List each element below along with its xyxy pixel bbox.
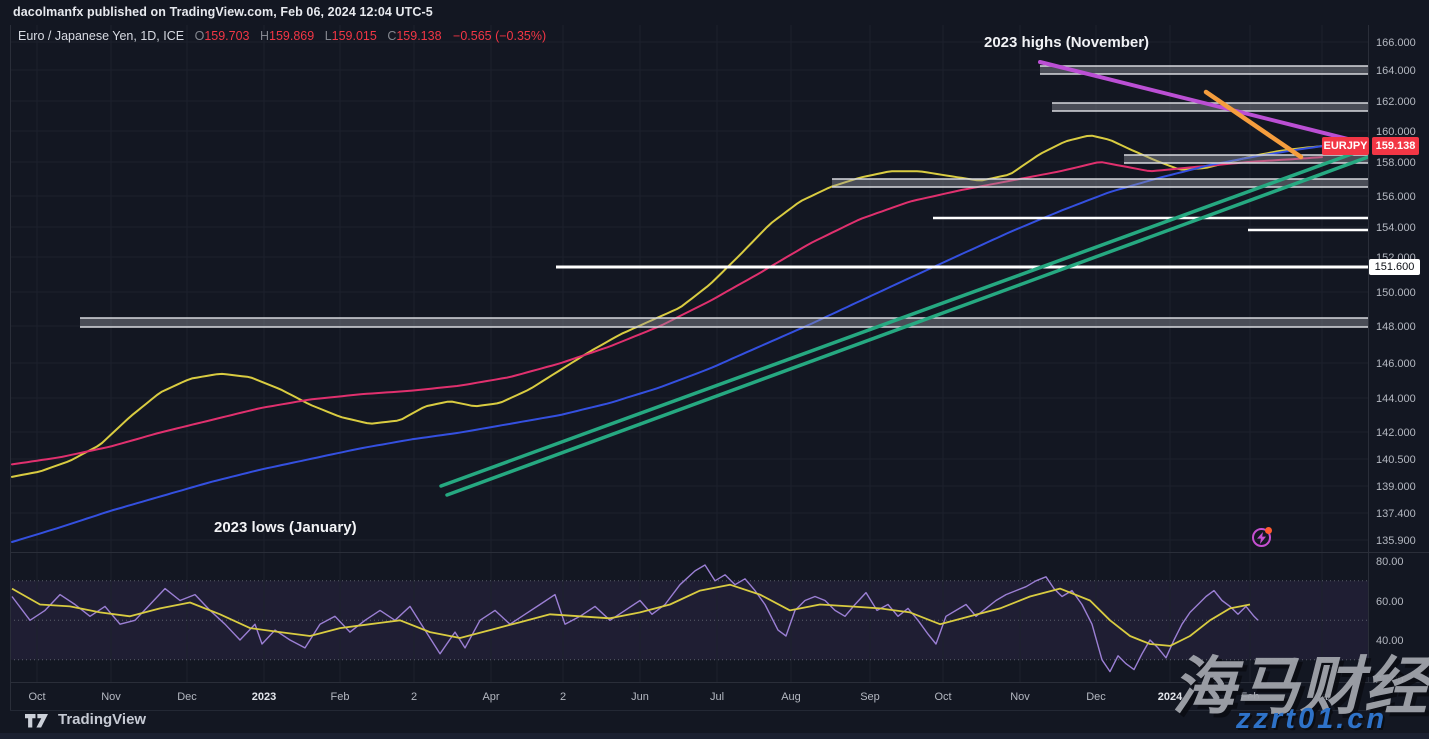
support-157-zone[interactable] <box>832 179 1368 187</box>
time-tick-label: Feb <box>1241 691 1260 703</box>
tradingview-logo-icon[interactable] <box>25 711 50 728</box>
price-tick-label: 150.000 <box>1376 287 1416 299</box>
close-value: 159.138 <box>396 29 442 43</box>
time-tick-label: Feb <box>331 691 350 703</box>
time-tick-label: 2023 <box>252 691 276 703</box>
rsi-band <box>10 580 1368 660</box>
time-tick-label: Oct <box>934 691 951 703</box>
rsi-tick-label: 40.00 <box>1376 635 1404 647</box>
support-148-zone[interactable] <box>80 318 1368 327</box>
notification-dot <box>1265 527 1272 534</box>
resistance-158-zone[interactable] <box>1124 155 1368 163</box>
main-chart-pane[interactable] <box>10 25 1368 552</box>
price-tick-label: 164.000 <box>1376 65 1416 77</box>
footer-branding: TradingView <box>25 711 146 728</box>
price-tick-label: 166.000 <box>1376 37 1416 49</box>
close-label: C <box>387 29 397 43</box>
annotation-2023-lows: 2023 lows (January) <box>214 519 357 536</box>
time-tick-label: 2 <box>560 691 566 703</box>
annotation-2023-highs: 2023 highs (November) <box>984 34 1150 51</box>
ma-crimson-line[interactable] <box>11 156 1323 466</box>
high-value: 159.869 <box>269 29 315 43</box>
lightning-bolt-icon <box>1257 531 1266 544</box>
time-tick-label: Mar <box>1313 691 1332 703</box>
time-tick-label: Apr <box>482 691 499 703</box>
publish-byline: dacolmanfx published on TradingView.com,… <box>13 5 433 19</box>
open-label: O <box>194 29 205 43</box>
time-tick-label: Oct <box>28 691 45 703</box>
price-tick-label: 158.000 <box>1376 157 1416 169</box>
rsi-tick-label: 60.00 <box>1376 596 1404 608</box>
ma-blue-line[interactable] <box>11 145 1323 543</box>
price-tick-label: 139.000 <box>1376 481 1416 493</box>
price-tick-label: 135.900 <box>1376 535 1416 547</box>
time-tick-label: Nov <box>1010 691 1030 703</box>
ma-yellow-line[interactable] <box>11 134 1323 478</box>
price-tick-label: 148.000 <box>1376 321 1416 333</box>
high-label: H <box>259 29 270 43</box>
instant-trading-icon[interactable] <box>1252 527 1272 547</box>
time-tick-label: Aug <box>781 691 801 703</box>
time-scale[interactable] <box>10 682 1368 710</box>
rsi-ma-line[interactable] <box>11 583 1251 647</box>
price-tick-label: 154.000 <box>1376 222 1416 234</box>
change-value: −0.565 (−0.35%) <box>453 29 547 43</box>
price-tick-label: 142.000 <box>1376 427 1416 439</box>
rsi-indicator-pane[interactable] <box>10 553 1368 682</box>
symbol-legend: Euro / Japanese Yen, 1D, ICE O159.703 H1… <box>18 29 546 43</box>
price-tick-label: 162.000 <box>1376 96 1416 108</box>
level-151600-badge: 151.600 <box>1369 259 1420 275</box>
rsi-tick-label: 20.00 <box>1376 674 1404 686</box>
bottom-strip <box>0 733 1429 739</box>
price-tick-label: 146.000 <box>1376 358 1416 370</box>
channel-upper-trendline[interactable] <box>439 146 1368 488</box>
descending-purple-trendline[interactable] <box>1038 60 1368 146</box>
last-price-badge: EURJPY 159.138 <box>1322 137 1419 155</box>
channel-lower-trendline[interactable] <box>445 155 1368 497</box>
time-tick-label: Jul <box>710 691 724 703</box>
badge-symbol: EURJPY <box>1322 137 1369 155</box>
time-tick-label: Nov <box>101 691 121 703</box>
price-tick-label: 156.000 <box>1376 191 1416 203</box>
price-tick-label: 160.000 <box>1376 126 1416 138</box>
price-tick-label: 140.500 <box>1376 454 1416 466</box>
resistance-162-zone[interactable] <box>1052 103 1368 111</box>
open-value: 159.703 <box>204 29 250 43</box>
low-label: L <box>324 29 332 43</box>
resistance-164-zone[interactable] <box>1040 66 1368 74</box>
badge-price: 159.138 <box>1372 137 1419 155</box>
time-tick-label: 2 <box>411 691 417 703</box>
symbol-title[interactable]: Euro / Japanese Yen, 1D, ICE <box>18 29 185 43</box>
tradingview-logo-text[interactable]: TradingView <box>58 711 147 728</box>
time-tick-label: Dec <box>177 691 197 703</box>
low-value: 159.015 <box>331 29 377 43</box>
time-tick-label: 2024 <box>1158 691 1183 703</box>
rsi-line[interactable] <box>11 564 1259 673</box>
time-tick-label: Sep <box>860 691 880 703</box>
time-tick-label: Dec <box>1086 691 1106 703</box>
descending-orange-trendline[interactable] <box>1203 89 1304 160</box>
time-tick-label: Jun <box>631 691 649 703</box>
price-tick-label: 144.000 <box>1376 393 1416 405</box>
rsi-tick-label: 80.00 <box>1376 556 1404 568</box>
price-scale[interactable] <box>1368 25 1429 682</box>
price-tick-label: 137.400 <box>1376 508 1416 520</box>
